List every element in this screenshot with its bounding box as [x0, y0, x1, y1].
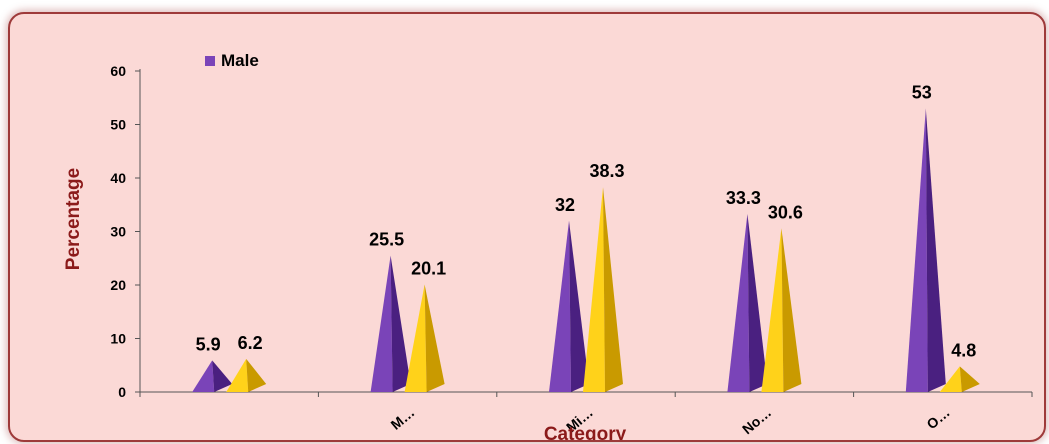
legend-label-male: Male: [221, 51, 259, 70]
pyramid-face-side: [424, 284, 445, 392]
data-label: 30.6: [768, 202, 803, 222]
y-tick-label: 10: [110, 331, 126, 347]
pyramid-face-front: [583, 187, 605, 392]
pyramid-bar: [905, 108, 946, 392]
pyramid-face-front: [192, 360, 215, 392]
data-label: 25.5: [369, 230, 404, 250]
pyramid-face-side: [781, 228, 802, 392]
y-axis-title: Percentage: [63, 168, 84, 270]
pyramid-face-side: [212, 360, 233, 392]
x-tick-label: O…: [923, 404, 952, 432]
x-tick-label: M…: [388, 404, 418, 433]
legend-swatch-male: [205, 56, 215, 66]
x-axis-title: Category: [544, 424, 627, 442]
chart-panel: 0 10 20 30 40 50 60 M… Mi… No… O… 5.9 25.5 32 33.3 53…: [8, 12, 1046, 442]
pyramid-face-side: [925, 108, 946, 392]
data-label: 33.3: [726, 188, 761, 208]
pyramid-face-front: [226, 358, 249, 392]
pyramid-face-front: [727, 213, 750, 392]
data-label: 38.3: [589, 161, 624, 181]
y-tick-label: 0: [118, 384, 126, 400]
data-label: 4.8: [951, 340, 976, 360]
pyramid-face-front: [939, 366, 962, 392]
y-tick-label: 20: [110, 277, 126, 293]
data-label: 20.1: [411, 258, 446, 278]
y-tick-label: 60: [110, 63, 126, 79]
pyramid-face-side: [390, 255, 411, 392]
pyramid-bar: [226, 358, 267, 392]
pyramid-face-side: [959, 366, 980, 392]
y-axis: 0 10 20 30 40 50 60: [110, 63, 141, 400]
pyramid-bar: [939, 366, 980, 392]
data-labels: 5.9 25.5 32 33.3 53 6.2 20.1 38.3 30.6 4.8: [196, 82, 977, 360]
pyramid-face-side: [603, 187, 623, 392]
pyramid-face-front: [370, 255, 393, 392]
y-tick-label: 50: [110, 117, 126, 133]
pyramid-face-side: [569, 220, 589, 392]
data-label: 5.9: [196, 334, 221, 354]
pyramid-face-front: [404, 284, 427, 392]
data-label: 6.2: [238, 333, 263, 353]
pyramid-bar: [370, 255, 411, 392]
pyramid-bar: [549, 220, 589, 392]
chart-bars: [192, 108, 980, 392]
y-tick-label: 40: [110, 170, 126, 186]
x-tick-label: No…: [739, 404, 774, 437]
pyramid-bar: [583, 187, 623, 392]
pyramid-bar: [761, 228, 802, 392]
legend: Male: [205, 51, 259, 70]
pyramid-face-front: [761, 228, 784, 392]
pyramid-bar: [727, 213, 768, 392]
pyramid-face-front: [549, 220, 571, 392]
data-label: 53: [912, 82, 932, 102]
pyramid-face-side: [747, 213, 768, 392]
pyramid-bar: [192, 360, 233, 392]
data-label: 32: [555, 195, 575, 215]
y-tick-label: 30: [110, 224, 126, 240]
pyramid-face-front: [905, 108, 928, 392]
pyramid-bar: [404, 284, 445, 392]
pyramid-face-side: [246, 358, 267, 392]
